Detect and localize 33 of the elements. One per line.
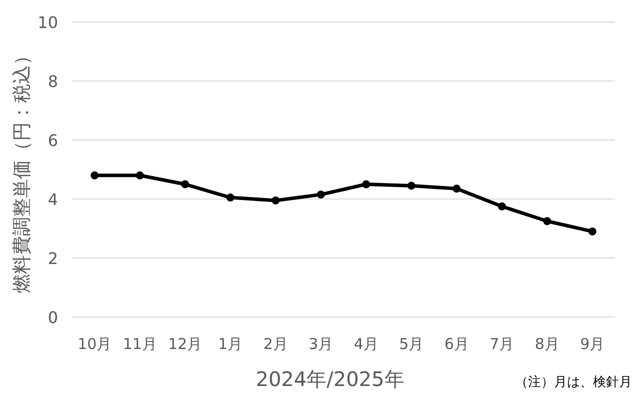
- x-tick-label: 3月: [308, 335, 334, 353]
- point: [543, 217, 552, 226]
- x-tick-label: 2月: [263, 335, 288, 353]
- x-tick-label: 5月: [399, 335, 424, 353]
- y-tick-label: 2: [48, 249, 58, 268]
- y-axis-title: 燃料費調整単価（円：税込）: [11, 46, 33, 293]
- point: [90, 171, 99, 180]
- point: [588, 227, 596, 236]
- point: [181, 180, 190, 188]
- y-tick-label: 8: [48, 72, 58, 91]
- point: [136, 171, 144, 180]
- y-tick-label: 6: [48, 131, 58, 150]
- point: [362, 180, 370, 188]
- x-tick-label: 11月: [122, 335, 157, 353]
- y-tick-label: 10: [38, 13, 58, 32]
- x-tick-label: 8月: [534, 335, 560, 353]
- point: [316, 190, 325, 199]
- point: [407, 182, 416, 190]
- x-tick-label: 4月: [354, 335, 378, 353]
- text: （注）月は、検針月: [515, 375, 632, 390]
- point: [226, 194, 234, 202]
- x-tick-label: 10月: [78, 335, 112, 353]
- x-axis-title: 2024年/2025年: [256, 367, 404, 391]
- point: [452, 184, 461, 193]
- y-tick-label: 4: [48, 190, 58, 209]
- x-tick-label: 12月: [168, 335, 202, 353]
- x-tick-label: 1月: [218, 335, 243, 353]
- point: [272, 196, 280, 204]
- y-tick-label: 0: [48, 308, 58, 327]
- point: [498, 202, 506, 210]
- x-tick-label: 7月: [490, 335, 514, 353]
- x-tick-label: 9月: [580, 335, 605, 353]
- x-tick-label: 6月: [444, 335, 469, 353]
